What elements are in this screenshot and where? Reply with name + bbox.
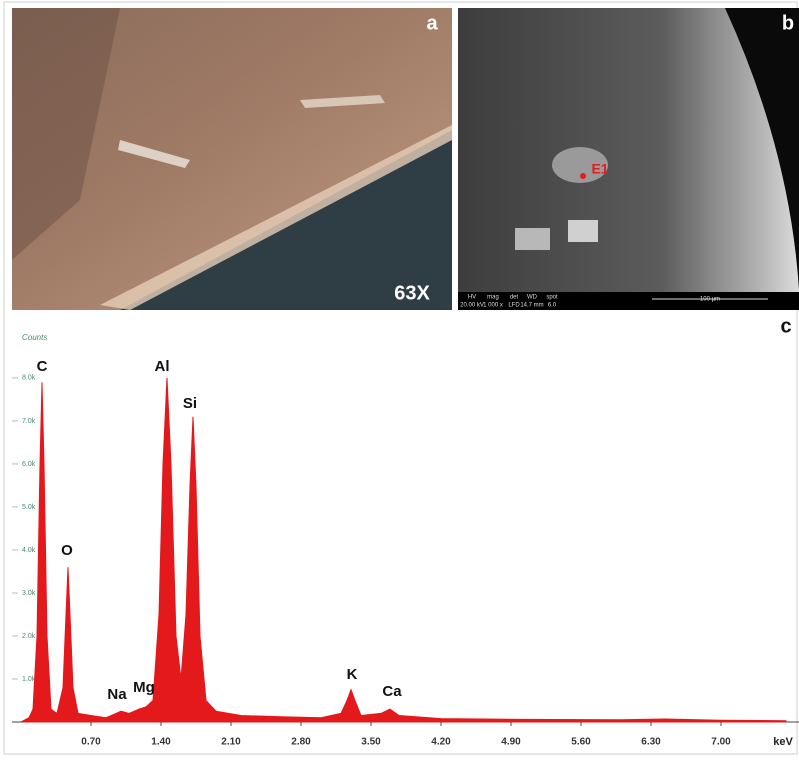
panel-label: b <box>782 12 794 34</box>
peak-label: K <box>347 666 358 683</box>
x-tick-label: 4.90 <box>501 737 521 748</box>
x-tick-label: 3.50 <box>361 737 381 748</box>
y-tick-label: 7.0k <box>22 418 36 425</box>
peak-label: O <box>61 542 73 559</box>
spectrum <box>20 377 787 723</box>
x-tick-label: 1.40 <box>151 737 171 748</box>
y-tick-label: 2.0k <box>22 633 36 640</box>
panel-label: c <box>780 315 791 337</box>
peak-label: C <box>37 358 48 375</box>
databar-value: 20.00 kV <box>460 303 484 309</box>
point-label: E1 <box>591 161 608 177</box>
x-unit: keV <box>773 736 793 748</box>
y-tick-label: 3.0k <box>22 590 36 597</box>
x-tick-label: 7.00 <box>711 737 731 748</box>
y-tick-label: 6.0k <box>22 461 36 468</box>
databar <box>458 292 799 310</box>
databar-value: 14.7 mm <box>520 303 543 309</box>
databar-value: 6.0 <box>548 303 557 309</box>
particle <box>552 147 608 183</box>
photo-panel: a 63X <box>12 8 452 310</box>
x-tick-label: 6.30 <box>641 737 661 748</box>
databar-header: mag <box>487 295 499 301</box>
peak-label: Ca <box>382 683 402 700</box>
particle <box>568 220 598 242</box>
y-tick-label: 4.0k <box>22 547 36 554</box>
databar-header: HV <box>468 295 476 301</box>
particle <box>515 228 550 250</box>
edge <box>100 125 452 310</box>
x-tick-label: 4.20 <box>431 737 451 748</box>
peak-label: Si <box>183 395 197 412</box>
scale-text: 100 µm <box>700 297 720 303</box>
spectrum-chart: c Counts keV 1.0k 2.0k 3.0k 4.0k 5.0k 6.0k 7.0k 8.… <box>12 315 799 748</box>
panel-label: a <box>426 12 438 34</box>
databar-header: WD <box>527 295 538 301</box>
peak-label: Mg <box>133 679 155 696</box>
scratch <box>118 140 190 168</box>
databar-value: LFD <box>508 303 520 309</box>
point-marker <box>580 173 586 179</box>
x-tick-label: 5.60 <box>571 737 591 748</box>
scratch <box>300 95 385 108</box>
sem-image <box>458 8 799 310</box>
databar-header: det <box>510 295 519 301</box>
y-tick-label: 5.0k <box>22 504 36 511</box>
y-tick-label: 8.0k <box>22 375 36 382</box>
peak-label: Al <box>155 358 170 375</box>
y-axis-label: Counts <box>22 333 47 342</box>
x-tick-label: 2.10 <box>221 737 241 748</box>
x-tick-label: 0.70 <box>81 737 101 748</box>
peak-label: Na <box>107 686 127 703</box>
magnification: 63X <box>394 282 430 304</box>
background <box>725 8 799 290</box>
shadow <box>12 8 120 260</box>
x-tick-label: 2.80 <box>291 737 311 748</box>
y-tick-label: 1.0k <box>22 676 36 683</box>
databar-value: 1 000 x <box>483 303 503 309</box>
databar-header: spot <box>546 295 558 301</box>
